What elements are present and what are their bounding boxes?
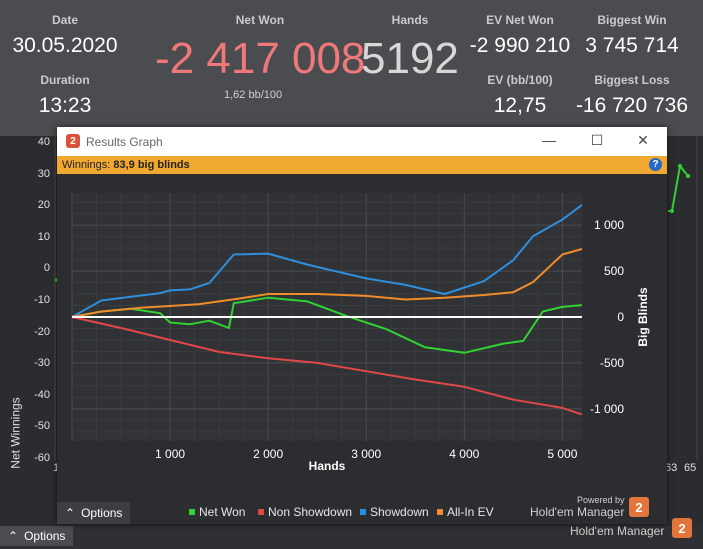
net-won-label: Net Won (235, 13, 285, 27)
background-y-tick: 30 (37, 167, 50, 180)
series-line-all-in-ev (71, 248, 583, 318)
biggest-win-label: Biggest Win (597, 13, 667, 27)
series-line-non-showdown (71, 316, 583, 416)
legend-swatch (437, 509, 443, 515)
x-tick-label: 3 000 (351, 447, 381, 461)
background-plot (54, 136, 698, 461)
x-tick-label: 2 000 (253, 447, 283, 461)
background-y-tick: 0 (43, 262, 50, 275)
background-y-tick: -30 (34, 357, 50, 370)
background-point (686, 174, 690, 178)
chevron-up-icon: ⌃ (8, 529, 19, 543)
winnings-label: Winnings: (62, 159, 111, 171)
options-label: Options (24, 529, 66, 543)
legend-item: Showdown (360, 505, 429, 519)
background-y-tick: 20 (37, 199, 50, 212)
legend-swatch (258, 509, 264, 515)
y-tick-label: -500 (600, 356, 624, 370)
minimize-button[interactable]: — (542, 132, 556, 148)
help-icon[interactable]: ? (649, 158, 662, 171)
window-brand-label: Hold'em Manager (530, 505, 625, 519)
series-group (71, 204, 583, 416)
maximize-button[interactable]: ☐ (590, 132, 604, 148)
close-button[interactable]: ✕ (637, 132, 649, 148)
hm2-logo-icon: 2 (672, 518, 692, 538)
x-ticks: 1 000 2 000 3 000 4 000 5 000 (155, 447, 578, 461)
background-x-tick: 65 (684, 462, 697, 474)
y-tick-label: 0 (617, 310, 624, 324)
date-value: 30.05.2020 (12, 34, 118, 57)
biggest-loss-value: -16 720 736 (575, 94, 689, 117)
winnings-value: 83,9 big blinds (113, 159, 190, 171)
x-axis-label: Hands (309, 459, 346, 473)
winnings-info-bar: Winnings: 83,9 big blinds ? (57, 156, 667, 174)
x-tick-label: 4 000 (449, 447, 479, 461)
ev-bb100-value: 12,75 (493, 94, 547, 117)
window-options-button[interactable]: ⌃ Options (57, 502, 131, 524)
window-title: Results Graph (86, 135, 163, 149)
hm2-logo-icon: 2 (629, 497, 649, 517)
stats-panel: Date 30.05.2020 Duration 13:23 Net Won -… (0, 0, 703, 136)
x-tick-label: 5 000 (547, 447, 577, 461)
legend-label: All-In EV (447, 505, 494, 519)
background-y-tick: 10 (37, 230, 50, 243)
background-point (678, 164, 682, 168)
y-axis-label: Big Blinds (636, 287, 650, 347)
series-line-net-won (71, 296, 583, 354)
legend-swatch (189, 509, 195, 515)
ev-net-won-value: -2 990 210 (469, 34, 571, 57)
winnings-text: Winnings: 83,9 big blinds (62, 159, 190, 171)
legend-label: Net Won (199, 505, 246, 519)
legend-label: Non Showdown (268, 505, 353, 519)
net-won-bb100: 1,62 bb/100 (224, 89, 283, 101)
background-point (670, 209, 674, 213)
legend-item: Net Won (189, 505, 245, 519)
y-tick-label: 1 000 (594, 218, 624, 232)
main-bottom-bar: ⌃ Options Hold'em Manager 2 (0, 518, 703, 549)
background-y-tick: -60 (34, 452, 50, 464)
duration-label: Duration (40, 73, 90, 87)
legend-swatch (360, 509, 366, 515)
ev-bb100-label: EV (bb/100) (487, 73, 553, 87)
background-y-tick: -10 (34, 294, 50, 306)
y-ticks: 1 000 500 0 -500 -1 000 (590, 218, 624, 416)
app-icon: 2 (66, 134, 80, 148)
hands-value: 5192 (361, 34, 459, 83)
background-y-tick: -50 (34, 420, 50, 433)
duration-value: 13:23 (38, 94, 92, 117)
legend-item: All-In EV (437, 505, 494, 519)
series-line-showdown (71, 204, 583, 318)
biggest-loss-label: Biggest Loss (594, 73, 670, 87)
x-tick-label: 1 000 (155, 447, 185, 461)
chevron-up-icon: ⌃ (65, 506, 76, 520)
date-label: Date (51, 13, 78, 27)
results-graph-window: 2 Results Graph — ☐ ✕ Winnings: 83,9 big… (57, 127, 667, 524)
background-y-tick: -40 (34, 388, 50, 401)
background-x-tick: 1 (53, 462, 59, 474)
background-y-tick: 40 (37, 136, 50, 148)
background-y-tick: -20 (34, 325, 50, 338)
legend-item: Non Showdown (258, 505, 352, 519)
results-chart: 1 000 2 000 3 000 4 000 5 000 1 000 500 0 -500 -… (71, 193, 650, 473)
background-series-line (668, 163, 689, 212)
window-options-label: Options (81, 506, 123, 520)
hands-label: Hands (391, 13, 429, 27)
brand-label: Hold'em Manager (570, 524, 665, 538)
powered-by-label: Powered by (577, 495, 625, 505)
y-tick-label: 500 (604, 264, 624, 278)
ev-net-won-label: EV Net Won (486, 13, 554, 27)
window-titlebar[interactable]: 2 Results Graph — ☐ ✕ (57, 127, 667, 156)
legend-label: Showdown (370, 505, 429, 519)
biggest-win-value: 3 745 714 (585, 34, 679, 57)
net-won-value: -2 417 008 (155, 34, 366, 83)
main-options-button[interactable]: ⌃ Options (0, 526, 74, 546)
y-tick-label: -1 000 (590, 402, 624, 416)
background-x-tick: 63 (665, 462, 678, 474)
